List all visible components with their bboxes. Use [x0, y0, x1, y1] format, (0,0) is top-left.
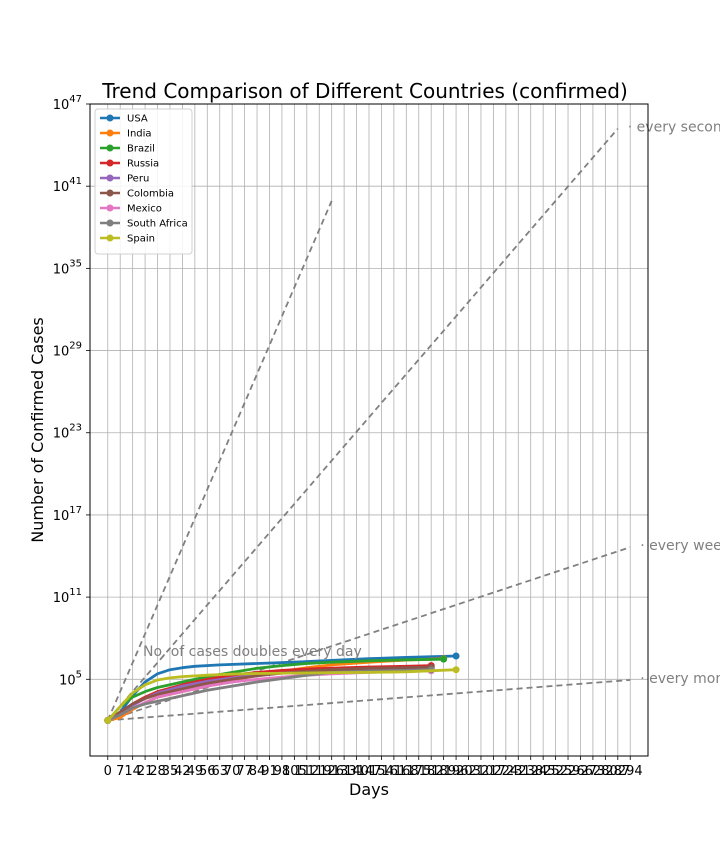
- x-tick-label: 147: [357, 764, 382, 779]
- x-tick-label: 0: [104, 764, 112, 779]
- x-tick-label: 210: [469, 764, 494, 779]
- series-line: [106, 668, 458, 722]
- x-tick-label: 273: [580, 764, 605, 779]
- series-line: [106, 665, 433, 722]
- x-tick-label: 168: [394, 764, 419, 779]
- x-tick-label: 154: [369, 764, 394, 779]
- x-tick-label: 182: [419, 764, 444, 779]
- x-tick-label: 259: [556, 764, 581, 779]
- chart-title: Trend Comparison of Different Countries …: [101, 79, 628, 103]
- x-tick-label: 56: [199, 764, 216, 779]
- series-lines: [104, 652, 460, 724]
- y-axis-ticks: 105 1011 1017 1023 1029 1035 1041 1047: [53, 94, 90, 688]
- x-tick-label: 105: [282, 764, 307, 779]
- y-tick-label: 1035: [53, 258, 82, 277]
- reference-line-label: · every week: [640, 538, 720, 554]
- x-tick-label: 140: [344, 764, 369, 779]
- legend-marker: [106, 174, 114, 182]
- legend: USA India Brazil Russia Peru Colombia Mexico So…: [94, 108, 193, 255]
- annotation-doubles-every-day: No. of cases doubles every day: [143, 644, 362, 660]
- x-tick-label: 63: [211, 764, 228, 779]
- y-axis-label: Number of Confirmed Cases: [28, 317, 47, 543]
- x-tick-label: 196: [444, 764, 469, 779]
- x-tick-label: 77: [236, 764, 253, 779]
- legend-box: [94, 108, 193, 255]
- x-tick-label: 42: [174, 764, 191, 779]
- x-tick-label: 98: [274, 764, 291, 779]
- legend-marker: [106, 204, 114, 212]
- legend-marker: [106, 144, 114, 152]
- x-axis-ticks: 0 7 14212835424956637077849198105112119126…: [104, 756, 643, 779]
- series-end-point: [440, 655, 448, 663]
- reference-line: [107, 546, 631, 722]
- x-tick-label: 112: [294, 764, 319, 779]
- x-tick-label: 238: [518, 764, 543, 779]
- series-line: [106, 657, 446, 722]
- x-tick-label: 7: [116, 764, 124, 779]
- legend-entry: Brazil: [127, 144, 155, 155]
- reference-line: [107, 128, 619, 721]
- x-tick-label: 14: [124, 764, 141, 779]
- y-tick-label: 1047: [53, 94, 82, 113]
- legend-entry: Peru: [127, 174, 149, 185]
- legend-entry: USA: [127, 114, 148, 125]
- x-tick-label: 294: [618, 764, 643, 779]
- reference-line: [107, 679, 631, 722]
- x-tick-label: 203: [456, 764, 481, 779]
- x-tick-label: 231: [506, 764, 531, 779]
- legend-entry: South Africa: [127, 219, 188, 230]
- x-tick-label: 189: [431, 764, 456, 779]
- legend-marker: [106, 114, 114, 122]
- series-start-point: [104, 716, 112, 724]
- y-tick-label: 1041: [53, 176, 82, 195]
- y-tick-label: 1011: [53, 587, 82, 606]
- x-tick-label: 119: [307, 764, 332, 779]
- reference-line-label: · every month: [640, 671, 720, 687]
- legend-entry: Spain: [127, 234, 155, 245]
- legend-marker: [106, 189, 114, 197]
- y-tick-label: 1029: [53, 341, 82, 360]
- legend-entry: Mexico: [127, 204, 162, 215]
- reference-line-label: · every second day: [628, 120, 720, 136]
- x-tick-label: 70: [224, 764, 241, 779]
- legend-marker: [106, 159, 114, 167]
- y-tick-label: 1017: [53, 505, 82, 524]
- x-tick-label: 49: [187, 764, 204, 779]
- x-tick-label: 266: [568, 764, 593, 779]
- y-tick-label: 1023: [53, 423, 82, 442]
- x-tick-label: 91: [261, 764, 278, 779]
- series-end-point: [452, 652, 460, 660]
- x-tick-label: 21: [137, 764, 154, 779]
- x-axis-label: Days: [349, 780, 389, 799]
- x-tick-label: 133: [332, 764, 357, 779]
- x-tick-label: 161: [381, 764, 406, 779]
- y-tick-label: 105: [59, 669, 82, 688]
- legend-entry: India: [127, 129, 152, 140]
- x-tick-label: 224: [493, 764, 518, 779]
- legend-entry: Colombia: [127, 189, 174, 200]
- x-tick-label: 28: [149, 764, 166, 779]
- x-tick-label: 126: [319, 764, 344, 779]
- legend-marker: [106, 129, 114, 137]
- reference-lines: · every second day · every week · every mo…: [106, 120, 720, 722]
- legend-marker: [106, 234, 114, 242]
- series-end-point: [452, 666, 460, 674]
- legend-entry: Russia: [127, 159, 159, 170]
- x-tick-label: 280: [593, 764, 618, 779]
- x-tick-label: 175: [406, 764, 431, 779]
- x-tick-label: 217: [481, 764, 506, 779]
- reference-line: [106, 200, 333, 721]
- x-tick-label: 287: [605, 764, 630, 779]
- x-tick-label: 84: [249, 764, 266, 779]
- legend-marker: [106, 219, 114, 227]
- x-tick-label: 245: [531, 764, 556, 779]
- x-tick-label: 35: [162, 764, 179, 779]
- x-tick-label: 252: [543, 764, 568, 779]
